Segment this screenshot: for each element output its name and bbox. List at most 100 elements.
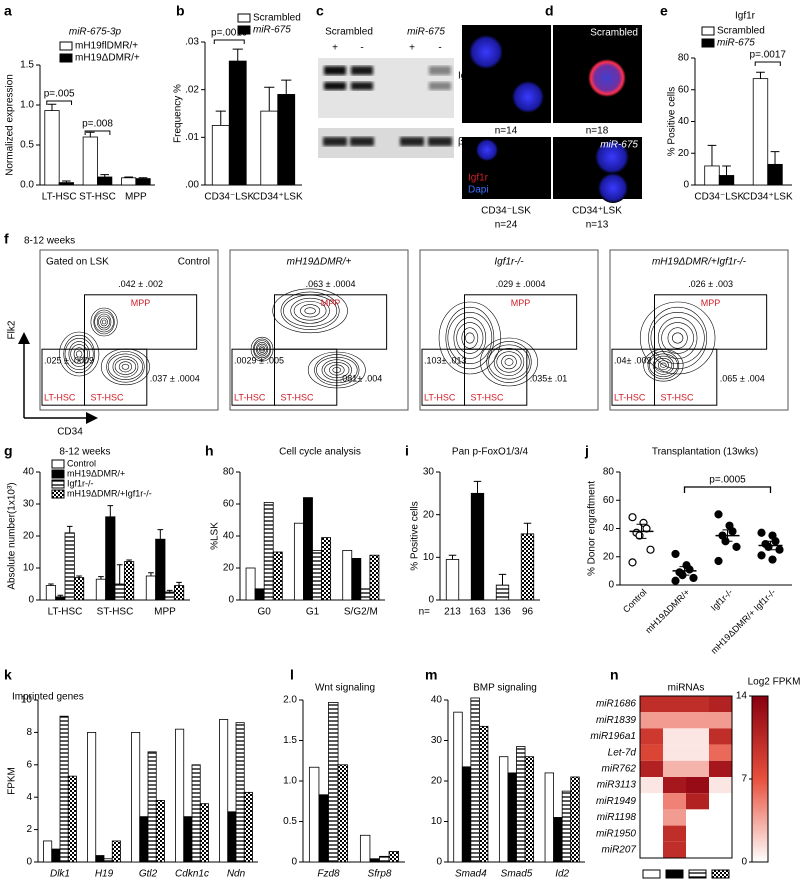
bar (175, 728, 185, 863)
bar (351, 558, 362, 601)
column-key (642, 869, 661, 879)
heatmap-cell (663, 777, 686, 794)
panel-label: m (425, 667, 437, 683)
contour (660, 362, 667, 368)
row-label: miR1198 (597, 812, 637, 823)
x-tick-label: ST-HSC (97, 607, 134, 618)
x-tick-label: Smad4 (455, 869, 487, 880)
gating-label: Gated on LSK (46, 257, 109, 268)
y-axis-label: % Positive cells (410, 501, 421, 570)
bar (67, 775, 77, 863)
column-label: CD34⁻LSK (481, 206, 531, 217)
contour (112, 356, 139, 378)
contour (667, 327, 688, 349)
bar (520, 533, 535, 601)
contour (94, 311, 114, 333)
x-tick-label: LT-HSC (48, 607, 83, 618)
bar (199, 803, 209, 863)
gate (84, 348, 148, 406)
y-tick-label: 20 (223, 563, 235, 574)
x-tick-label: Gtl2 (139, 869, 158, 880)
bar (235, 722, 245, 863)
y-axis-label: %LSK (210, 522, 221, 550)
legend-label: Scrambled (253, 13, 301, 24)
bar (45, 585, 57, 601)
heatmap-cell (686, 712, 709, 729)
y-tick-label: 60 (223, 499, 235, 510)
y-tick-label: 1.0 (283, 776, 297, 787)
bar (111, 840, 121, 863)
contour (488, 344, 530, 380)
plot-title: Igf1r-/- (494, 257, 524, 268)
blot-band (428, 137, 452, 146)
bar (453, 711, 463, 863)
y-tick-label: 0 (28, 595, 34, 606)
contour (461, 327, 479, 349)
contour (496, 351, 522, 373)
bar (135, 178, 151, 186)
sem-bar (722, 529, 733, 542)
condition-label: Scrambled (590, 28, 638, 39)
contour (63, 334, 95, 374)
heatmap-cell (663, 793, 686, 810)
gate-frequency: .035± .01 (530, 374, 567, 384)
data-point (689, 573, 698, 583)
plot-title: mH19ΔDMR/+Igf1r-/- (652, 257, 747, 268)
y-tick-label: 60 (603, 495, 615, 506)
bar (752, 78, 769, 186)
heatmap-cell (709, 841, 732, 858)
bar (293, 522, 304, 601)
bar (369, 858, 380, 863)
cell (512, 81, 544, 113)
contour (648, 306, 708, 370)
y-tick-label: 20 (423, 509, 435, 520)
y-tick-label: 80 (223, 467, 235, 478)
data-point (671, 549, 680, 559)
gate-name: LT-HSC (614, 393, 646, 403)
contour (107, 353, 144, 380)
panel-label: c (316, 3, 324, 19)
significance-bracket (754, 61, 781, 66)
heatmap-cell (640, 825, 663, 842)
panel-title: Pan p-FoxO1/3/4 (452, 447, 529, 458)
bar (58, 182, 74, 186)
bar (379, 855, 390, 863)
error-bar (116, 564, 123, 584)
bar (277, 94, 296, 186)
y-tick-label: 80 (678, 53, 690, 64)
x-axis-label: CD34 (57, 427, 83, 438)
panel-title: Igf1r (735, 11, 756, 22)
heatmap-cell (709, 793, 732, 810)
bar (328, 702, 339, 863)
heatmap-cell (709, 825, 732, 842)
data-point (628, 558, 637, 567)
blot-band (324, 66, 346, 75)
y-axis-label: Normalized expression (5, 74, 16, 176)
error-bar (232, 48, 243, 62)
gate-name: ST-HSC (661, 393, 695, 403)
error-bar (756, 71, 765, 79)
contour (100, 317, 108, 327)
panel-label: g (4, 443, 13, 459)
contour (671, 332, 684, 344)
count-prefix: n= (419, 607, 431, 618)
bar (44, 110, 60, 186)
plot-frame (609, 249, 789, 411)
legend-swatch (59, 53, 73, 63)
bar (570, 776, 580, 863)
row-label: miR1686 (596, 699, 636, 710)
y-tick-label: 0 (291, 857, 297, 868)
significance-bracket (683, 486, 772, 493)
y-tick-label: 0 (608, 580, 614, 591)
cell (588, 59, 626, 97)
colorbar-tick-label: 0 (741, 857, 747, 868)
contour (70, 344, 88, 364)
y-axis-label: % Positive cells (667, 87, 678, 156)
gate-frequency: .042 ± .002 (118, 279, 163, 289)
y-tick-label: 1.5 (20, 60, 34, 71)
bar (147, 751, 157, 863)
y-tick-label: 4 (26, 792, 32, 803)
blot-band (400, 137, 424, 146)
sem-bar (679, 566, 690, 576)
bar (470, 492, 485, 601)
